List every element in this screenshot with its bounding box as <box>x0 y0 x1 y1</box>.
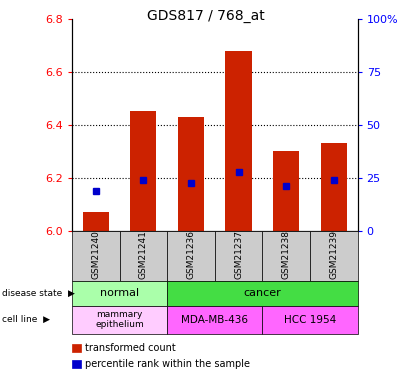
Bar <box>83 212 109 231</box>
Text: GDS817 / 768_at: GDS817 / 768_at <box>147 9 264 23</box>
Text: cell line  ▶: cell line ▶ <box>2 315 50 324</box>
Text: GSM21240: GSM21240 <box>91 231 100 279</box>
Bar <box>226 51 252 231</box>
Bar <box>130 111 157 231</box>
Text: disease state  ▶: disease state ▶ <box>2 289 75 298</box>
Text: GSM21238: GSM21238 <box>282 230 291 279</box>
Text: GSM21239: GSM21239 <box>329 230 338 279</box>
Text: mammary
epithelium: mammary epithelium <box>95 310 144 329</box>
Text: GSM21241: GSM21241 <box>139 231 148 279</box>
Text: GSM21237: GSM21237 <box>234 230 243 279</box>
Text: normal: normal <box>100 288 139 298</box>
Text: MDA-MB-436: MDA-MB-436 <box>181 315 248 325</box>
Bar <box>273 151 299 231</box>
Bar <box>178 117 204 231</box>
Text: transformed count: transformed count <box>85 343 176 353</box>
Text: HCC 1954: HCC 1954 <box>284 315 336 325</box>
Text: cancer: cancer <box>243 288 281 298</box>
Text: percentile rank within the sample: percentile rank within the sample <box>85 359 250 369</box>
Bar <box>321 143 347 231</box>
Text: GSM21236: GSM21236 <box>187 230 196 279</box>
